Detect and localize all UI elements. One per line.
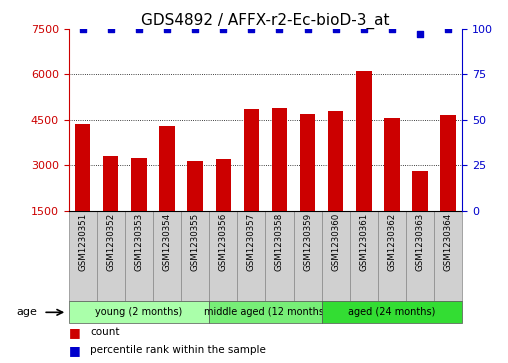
Point (163, 26, 171, 32)
Text: age: age (17, 307, 38, 317)
Bar (328, 111, 343, 211)
Point (79, 26, 87, 32)
Bar (440, 115, 456, 211)
Bar (181, 211, 209, 301)
Text: GSM1230358: GSM1230358 (275, 213, 284, 271)
Text: count: count (90, 327, 119, 337)
Text: ■: ■ (69, 344, 80, 357)
Bar (434, 211, 462, 301)
Text: GSM1230356: GSM1230356 (219, 213, 228, 271)
Bar (322, 301, 462, 323)
Bar (209, 211, 237, 301)
Point (332, 26, 340, 32)
Bar (187, 160, 203, 211)
Point (304, 26, 312, 32)
Bar (378, 211, 406, 301)
Bar (265, 211, 294, 301)
Bar (294, 211, 322, 301)
Bar (160, 126, 175, 211)
Bar (322, 211, 350, 301)
Point (444, 26, 452, 32)
Text: GSM1230353: GSM1230353 (135, 213, 143, 271)
Text: GSM1230363: GSM1230363 (416, 213, 425, 271)
Point (191, 26, 199, 32)
Text: GSM1230362: GSM1230362 (388, 213, 396, 271)
Bar (69, 211, 97, 301)
Bar (215, 159, 231, 211)
Bar (125, 211, 153, 301)
Text: GSM1230351: GSM1230351 (78, 213, 87, 271)
Bar (237, 211, 265, 301)
Text: GSM1230354: GSM1230354 (163, 213, 172, 271)
Bar (209, 301, 322, 323)
Text: GSM1230355: GSM1230355 (190, 213, 200, 271)
Bar (153, 211, 181, 301)
Bar (300, 114, 315, 211)
Text: GSM1230361: GSM1230361 (359, 213, 368, 271)
Point (247, 26, 256, 32)
Bar (412, 171, 428, 211)
Bar (75, 124, 90, 211)
Bar (69, 301, 209, 323)
Point (107, 26, 115, 32)
Text: GSM1230360: GSM1230360 (331, 213, 340, 271)
Bar (244, 109, 259, 211)
Text: percentile rank within the sample: percentile rank within the sample (90, 345, 266, 355)
Bar (103, 156, 118, 211)
Bar (272, 108, 287, 211)
Text: GSM1230359: GSM1230359 (303, 213, 312, 271)
Point (219, 26, 227, 32)
Point (388, 26, 396, 32)
Bar (350, 211, 378, 301)
Bar (356, 72, 371, 211)
Point (275, 26, 283, 32)
Title: GDS4892 / AFFX-r2-Ec-bioD-3_at: GDS4892 / AFFX-r2-Ec-bioD-3_at (141, 13, 390, 29)
Bar (97, 211, 125, 301)
Text: GSM1230352: GSM1230352 (106, 213, 115, 271)
Text: GSM1230364: GSM1230364 (443, 213, 453, 271)
Bar (131, 158, 147, 211)
Text: middle aged (12 months): middle aged (12 months) (204, 307, 327, 317)
Point (360, 26, 368, 32)
Bar (406, 211, 434, 301)
Text: aged (24 months): aged (24 months) (348, 307, 436, 317)
Point (416, 32, 424, 37)
Bar (384, 118, 400, 211)
Text: ■: ■ (69, 326, 80, 339)
Text: GSM1230357: GSM1230357 (247, 213, 256, 271)
Text: young (2 months): young (2 months) (96, 307, 182, 317)
Point (135, 26, 143, 32)
